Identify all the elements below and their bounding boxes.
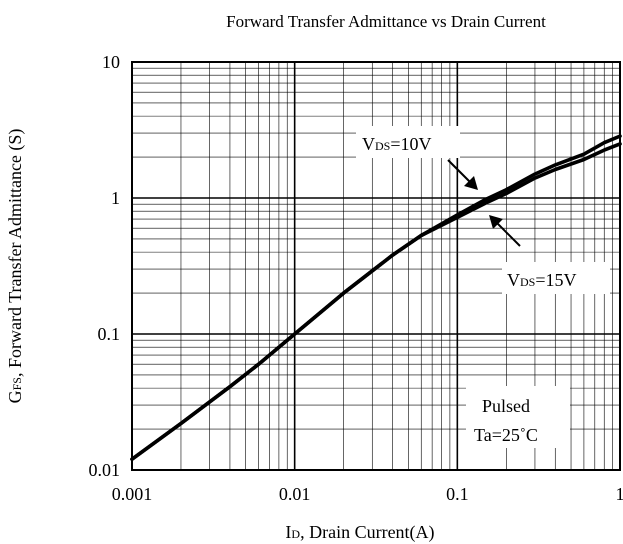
x-tick-label: 0.01: [279, 484, 311, 504]
annotation-vds15-arrowhead: [489, 215, 503, 229]
conditions-pulsed: Pulsed: [482, 396, 530, 416]
annotation-vds15-arrow: [495, 221, 521, 247]
tick-labels: 0.001 0.01 0.1 1 0.01 0.1 1 10: [89, 52, 623, 504]
plot-area-frame: [131, 61, 621, 471]
y-tick-label: 1: [111, 188, 120, 208]
annotation-vds15-label: VDS=15V: [507, 270, 577, 290]
chart-title: Forward Transfer Admittance vs Drain Cur…: [226, 12, 546, 31]
annotation-vds10-label: VDS=10V: [362, 134, 432, 154]
annotation-vds15-background: [502, 262, 610, 294]
y-axis-label: GFS, Forward Transfer Admittance (S): [5, 129, 26, 404]
x-axis-label: ID, Drain Current(A): [285, 522, 434, 543]
y-tick-label: 10: [102, 52, 120, 72]
conditions-temperature: Ta=25˚C: [474, 425, 538, 445]
annotation-vds10-arrowhead: [464, 176, 478, 190]
y-tick-label: 0.01: [89, 460, 121, 480]
y-tick-label: 0.1: [98, 324, 121, 344]
x-tick-label: 0.001: [112, 484, 153, 504]
series-line-vds15: [130, 142, 622, 462]
conditions-box: [466, 386, 570, 448]
annotation-vds10-background: [356, 126, 460, 158]
annotation-vds10-arrow: [447, 159, 473, 185]
x-tick-label: 0.1: [446, 484, 469, 504]
x-tick-label: 1: [616, 484, 623, 504]
series-layer: [130, 134, 622, 462]
